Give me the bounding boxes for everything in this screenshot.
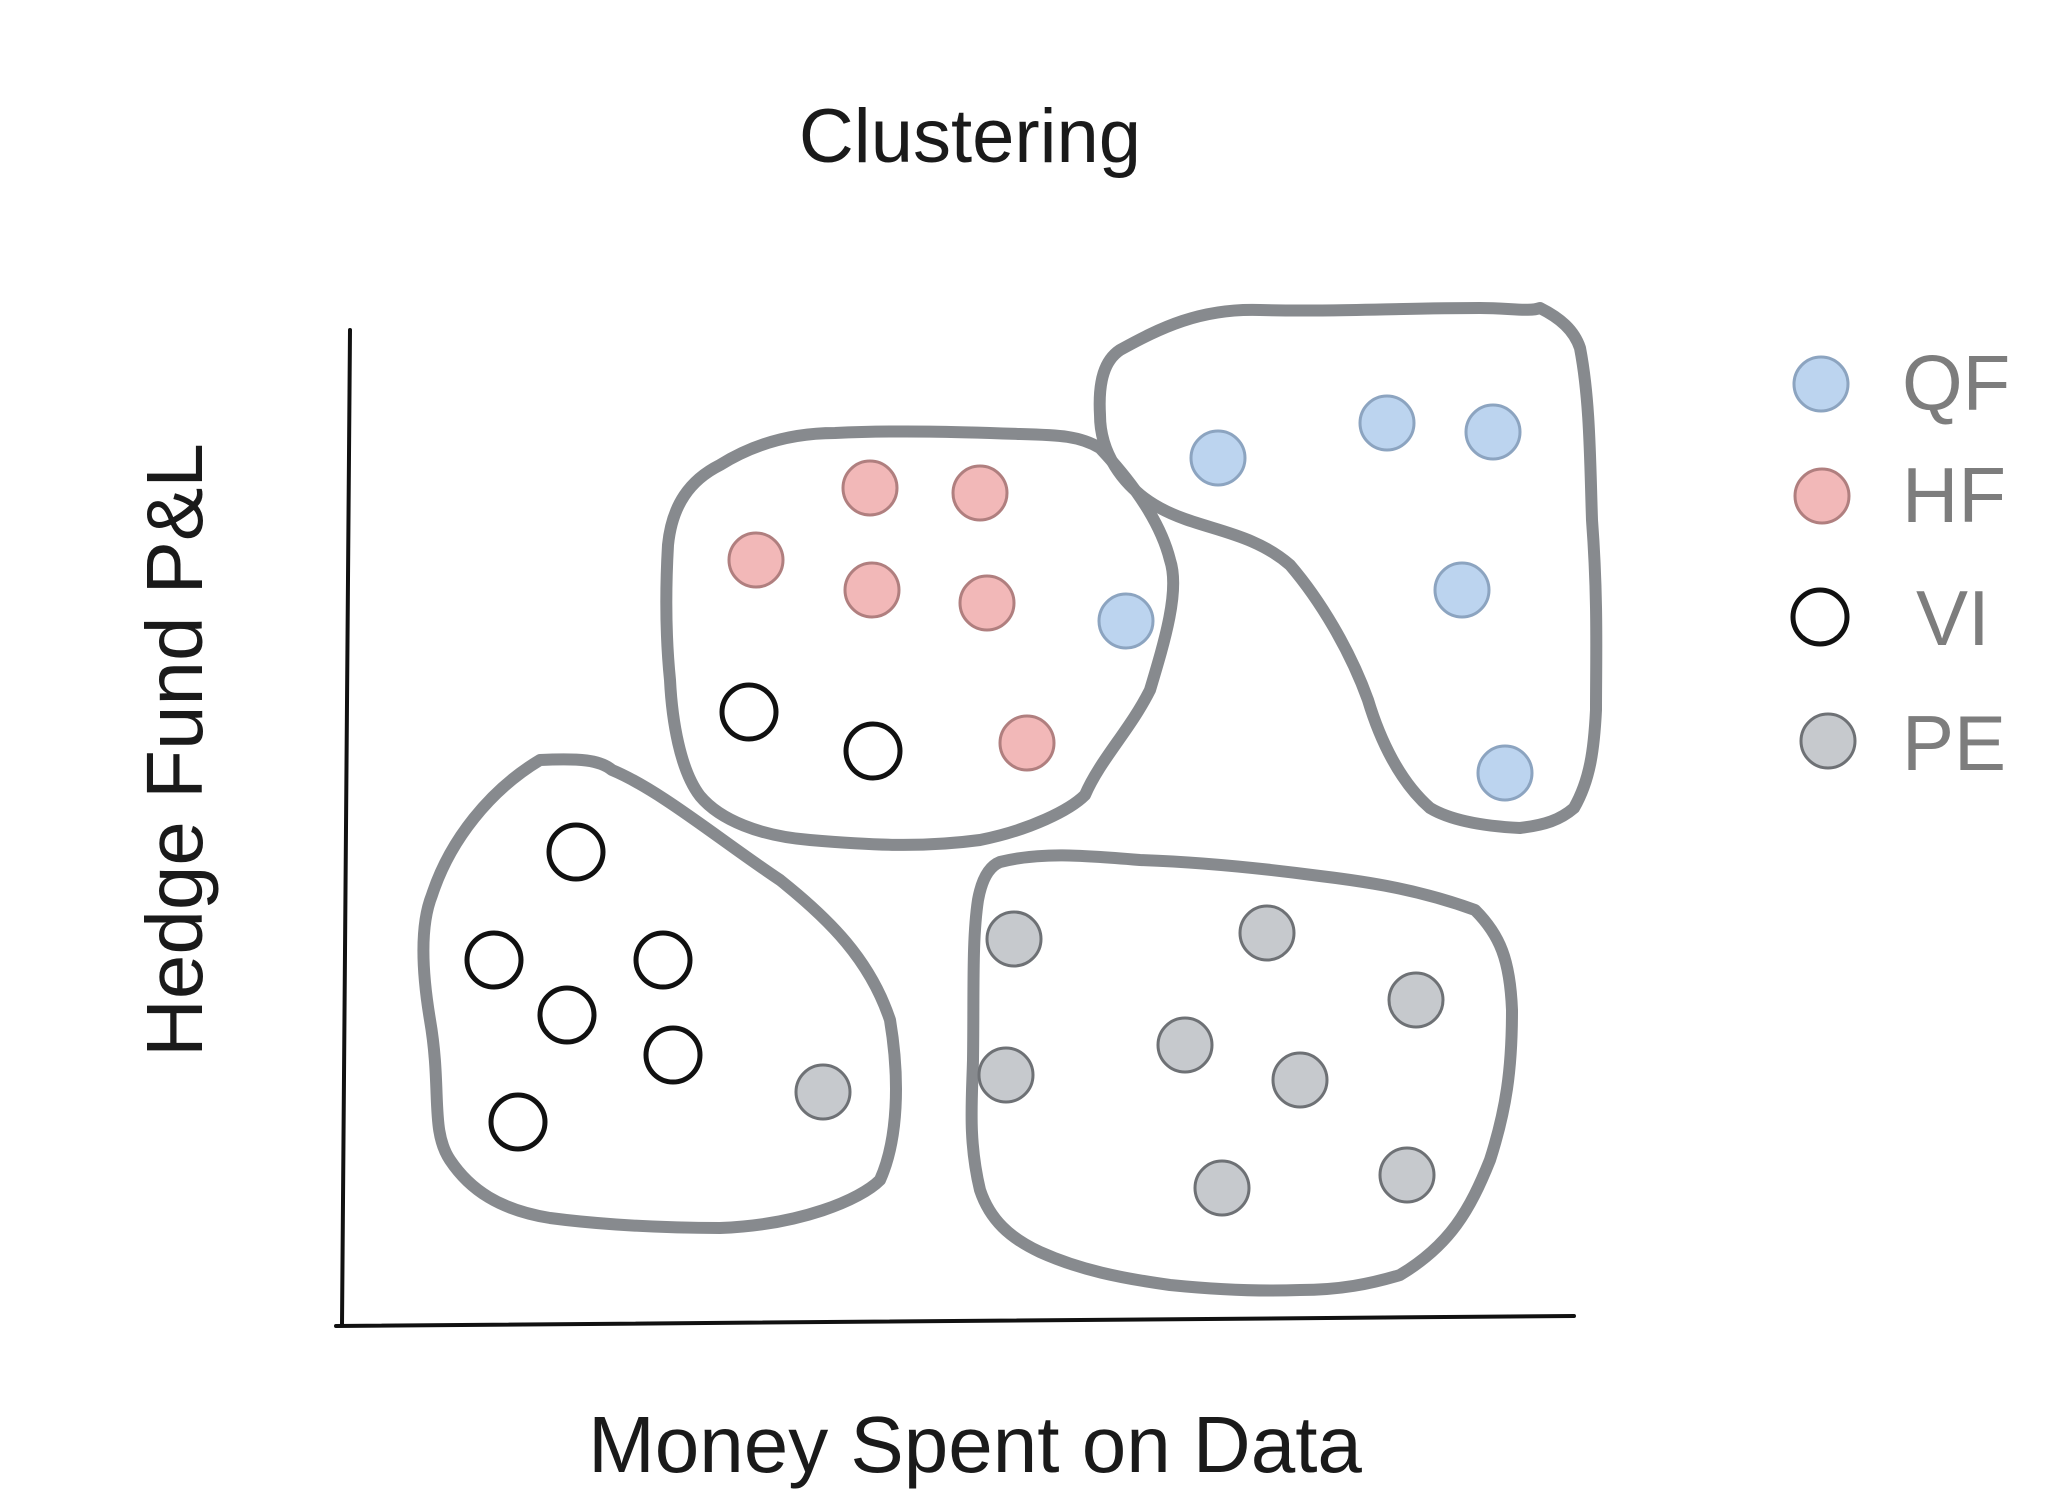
data-points (464, 394, 1534, 1217)
y-axis-line (340, 328, 352, 1327)
x-axis-line (334, 1314, 1576, 1328)
data-point-pe (1378, 1146, 1436, 1204)
legend-label-pe: PE (1902, 699, 2006, 787)
legend-item-vi: VI (1790, 574, 1990, 662)
legend: QF HF VI PE (1790, 339, 2010, 787)
cluster-outline-bottom-right (965, 849, 1518, 1297)
data-point-pe (1271, 1051, 1329, 1109)
data-point-qf (1189, 429, 1247, 487)
data-point-pe (1387, 971, 1445, 1029)
cluster-outline-center (660, 425, 1180, 851)
data-point-vi (464, 930, 524, 990)
data-point-pe (1156, 1016, 1214, 1074)
data-point-qf (1433, 561, 1491, 619)
data-point-hf (958, 574, 1016, 632)
data-point-pe (985, 910, 1043, 968)
legend-swatch-vi (1790, 587, 1850, 647)
data-point-vi (633, 930, 693, 990)
cluster-outline-top-right (1093, 302, 1603, 834)
data-point-pe (977, 1046, 1035, 1104)
data-point-qf (1476, 744, 1534, 802)
data-point-pe (1238, 904, 1296, 962)
data-point-vi (537, 985, 597, 1045)
x-axis-label: Money Spent on Data (588, 1400, 1362, 1489)
legend-item-hf: HF (1793, 451, 2006, 539)
data-point-vi (546, 822, 606, 882)
legend-swatch-hf (1793, 467, 1851, 525)
legend-label-qf: QF (1902, 339, 2010, 427)
legend-item-pe: PE (1799, 699, 2006, 787)
legend-label-hf: HF (1902, 451, 2006, 539)
cluster-outline-bottom-left (417, 753, 902, 1234)
legend-swatch-pe (1799, 712, 1857, 770)
data-point-vi (843, 721, 903, 781)
legend-item-qf: QF (1792, 339, 2010, 427)
data-point-vi (719, 682, 779, 742)
data-point-vi (488, 1092, 548, 1152)
data-point-qf (1464, 403, 1522, 461)
data-point-hf (843, 561, 901, 619)
data-point-hf (998, 714, 1056, 772)
data-point-qf (1097, 592, 1155, 650)
data-point-hf (727, 531, 785, 589)
data-point-pe (794, 1063, 852, 1121)
data-point-qf (1358, 394, 1416, 452)
legend-label-vi: VI (1916, 574, 1990, 662)
data-point-vi (643, 1025, 703, 1085)
data-point-hf (841, 459, 899, 517)
data-point-pe (1193, 1159, 1251, 1217)
chart-title: Clustering (799, 94, 1141, 179)
legend-swatch-qf (1792, 355, 1850, 413)
y-axis-label: Hedge Fund P&L (130, 443, 219, 1057)
data-point-hf (951, 464, 1009, 522)
